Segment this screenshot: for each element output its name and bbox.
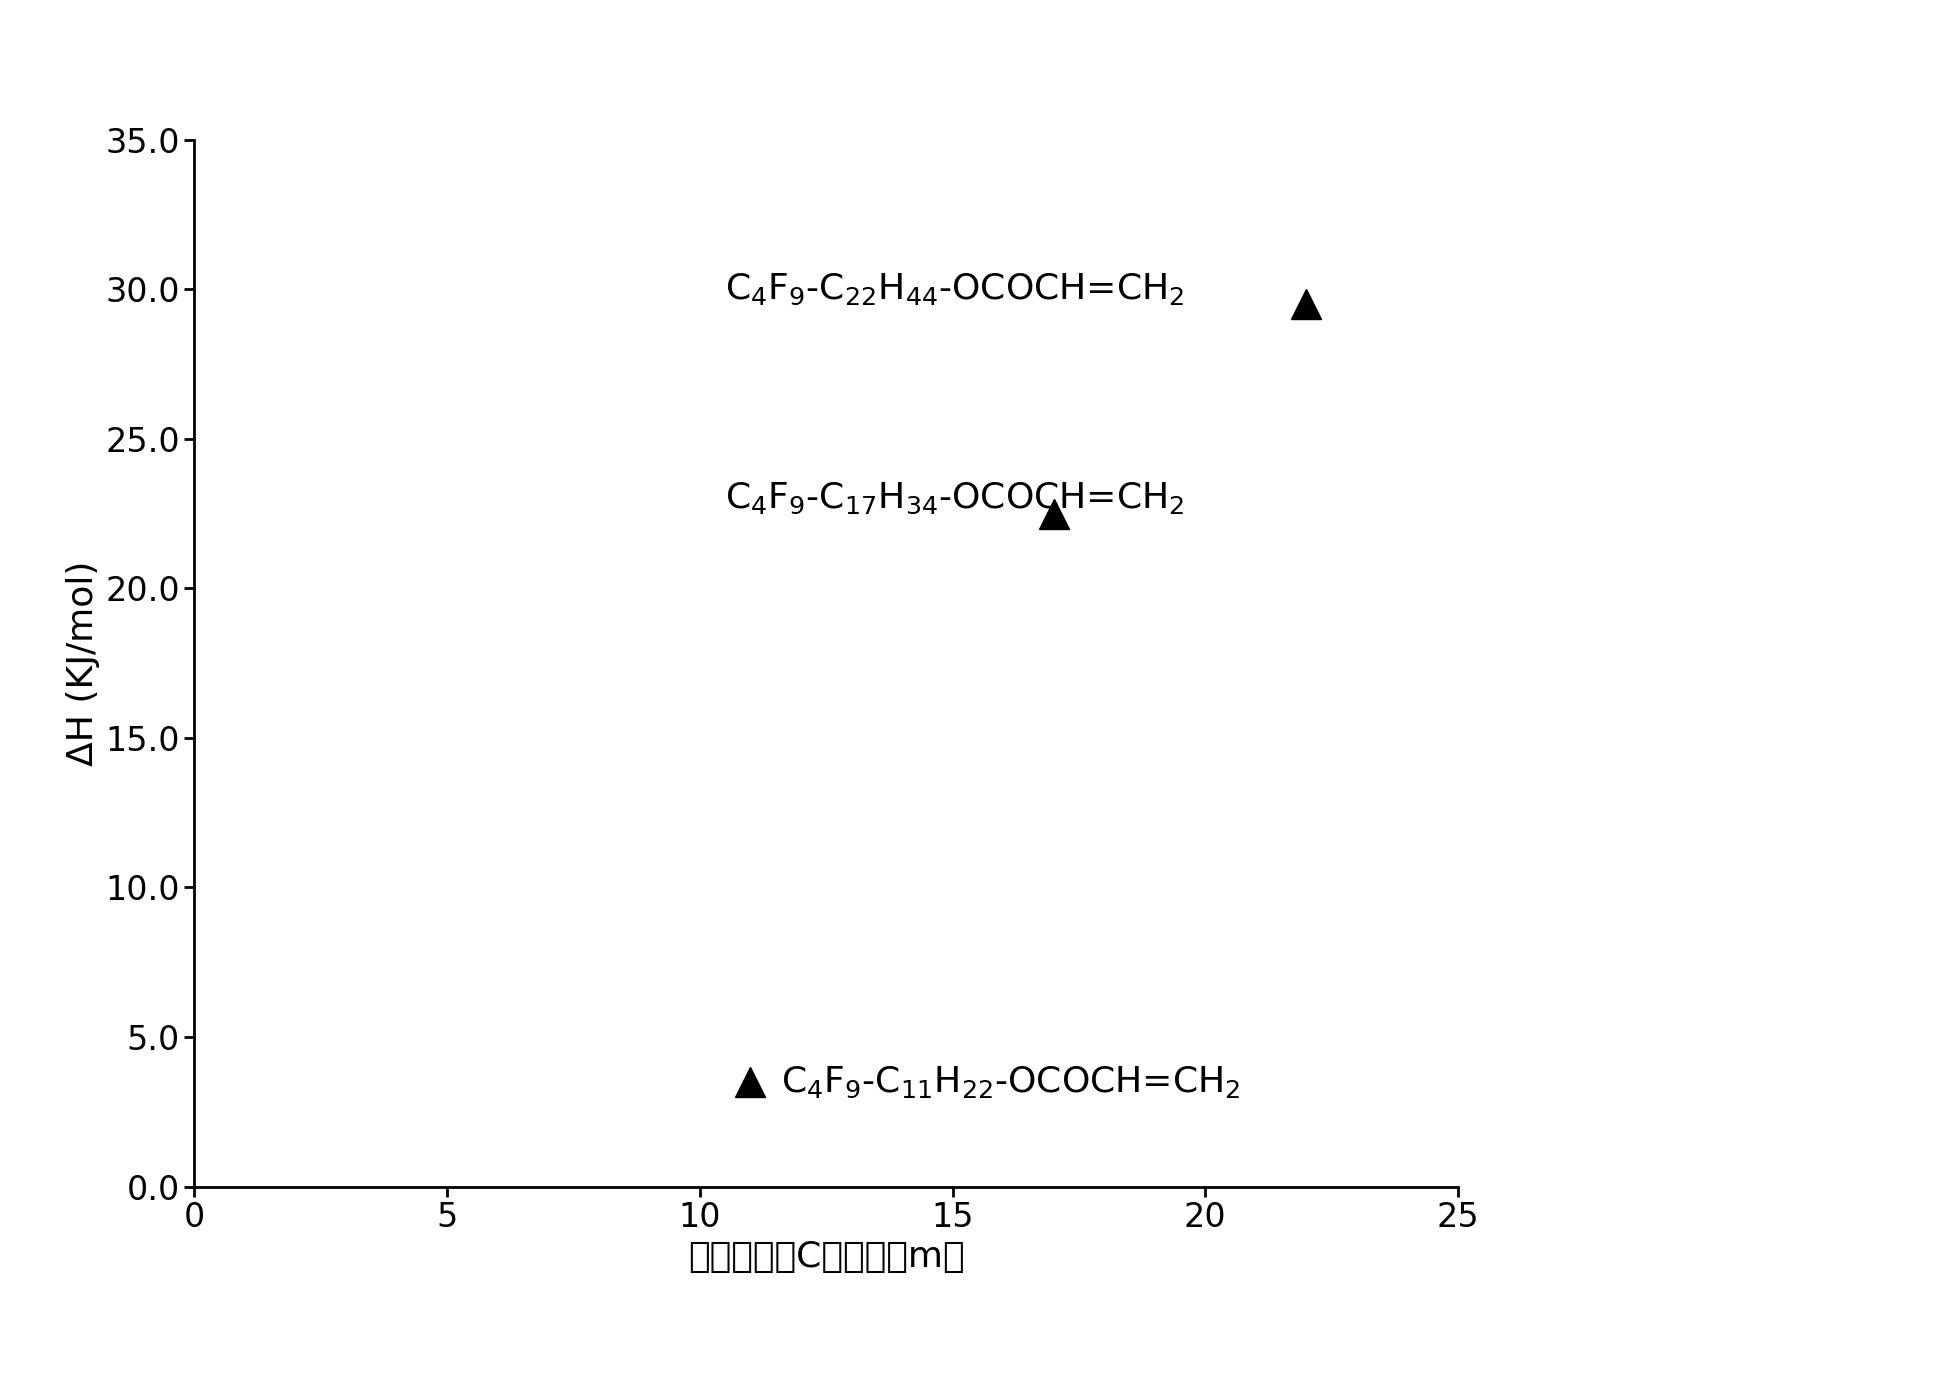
Text: C$_4$F$_9$-C$_{11}$H$_{22}$-OCOCH=CH$_2$: C$_4$F$_9$-C$_{11}$H$_{22}$-OCOCH=CH$_2$ xyxy=(781,1064,1240,1100)
X-axis label: 烃片段中的C原子数（m）: 烃片段中的C原子数（m） xyxy=(688,1240,964,1273)
Text: C$_4$F$_9$-C$_{17}$H$_{34}$-OCOCH=CH$_2$: C$_4$F$_9$-C$_{17}$H$_{34}$-OCOCH=CH$_2$ xyxy=(725,480,1184,517)
Text: C$_4$F$_9$-C$_{22}$H$_{44}$-OCOCH=CH$_2$: C$_4$F$_9$-C$_{22}$H$_{44}$-OCOCH=CH$_2$ xyxy=(725,271,1184,307)
Y-axis label: ΔH (KJ/mol): ΔH (KJ/mol) xyxy=(66,560,99,766)
